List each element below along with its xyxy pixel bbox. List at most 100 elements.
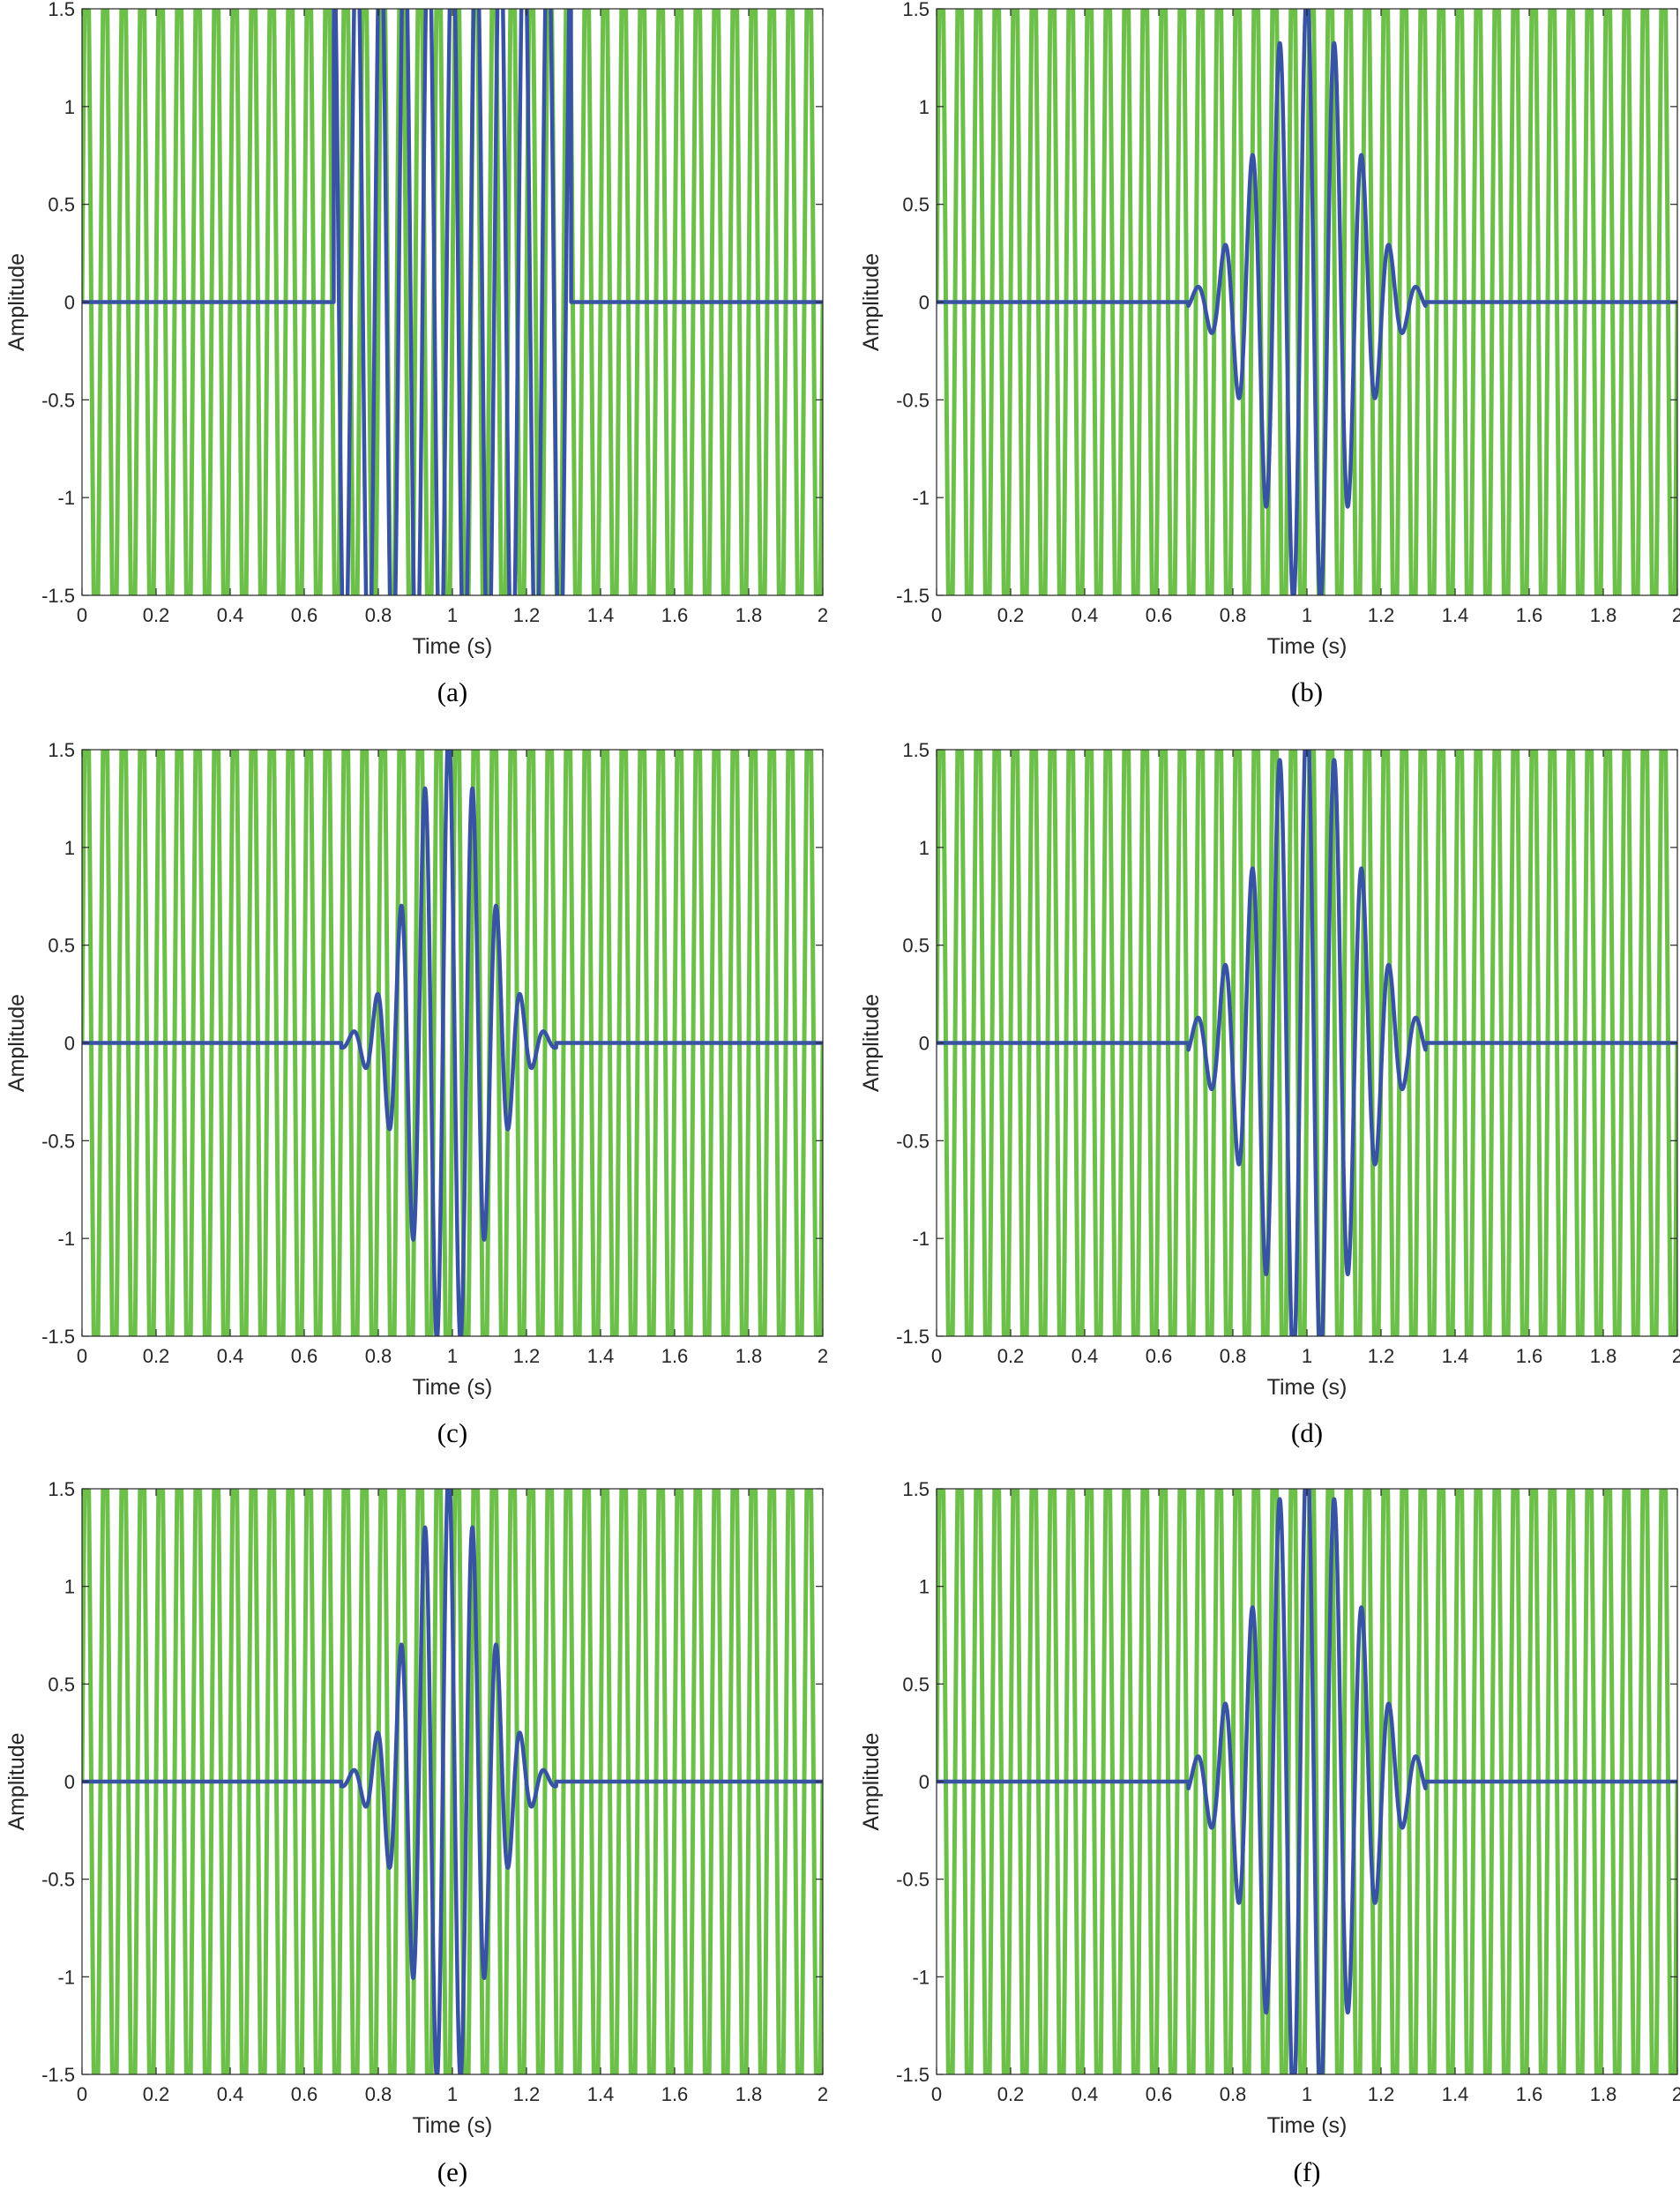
panel-a: 0 0.2 0.4 0.6 0.8 1 1.2 1.4 1.6 1.8 2 -1.5 -1 -0.5 0 0.… bbox=[4, 0, 828, 707]
x-tick-label: 1.4 bbox=[587, 604, 615, 626]
signal-line-c bbox=[82, 750, 823, 1336]
y-tick-label: 1.5 bbox=[48, 1478, 75, 1500]
x-tick-label: 0.2 bbox=[143, 604, 170, 626]
panel-c: 0 0.2 0.4 0.6 0.8 1 1.2 1.4 1.6 1.8 2 -1.5 -1 -0.5 0 0.… bbox=[4, 739, 828, 1448]
carrier-line-a bbox=[82, 9, 823, 595]
plot-area-b bbox=[937, 9, 1677, 595]
x-tick-label: 0.6 bbox=[291, 604, 318, 626]
y-axis-label: Amplitude bbox=[4, 1732, 29, 1830]
y-tick-label: -0.5 bbox=[41, 1869, 75, 1891]
x-tick-label: 0.8 bbox=[1220, 1345, 1247, 1367]
y-tick-label: -1.5 bbox=[41, 585, 75, 607]
x-tick-label: 1.8 bbox=[1590, 604, 1617, 626]
plot-area-f bbox=[937, 1489, 1677, 2074]
x-axis-label: Time (s) bbox=[1267, 1375, 1348, 1400]
panel-caption: (d) bbox=[1291, 1417, 1323, 1448]
y-tick-label: -0.5 bbox=[896, 1869, 930, 1891]
y-tick-label: 0.5 bbox=[48, 194, 75, 216]
y-tick-label: 1.5 bbox=[48, 0, 75, 20]
x-tick-label: 1.6 bbox=[1516, 604, 1543, 626]
x-tick-label: 0.4 bbox=[217, 2083, 244, 2105]
panel-e: 0 0.2 0.4 0.6 0.8 1 1.2 1.4 1.6 1.8 2 -1.5 -1 -0.5 0 0.… bbox=[4, 1478, 828, 2187]
x-tick-label: 2 bbox=[1672, 2083, 1680, 2105]
x-tick-label: 0 bbox=[931, 604, 942, 626]
x-tick-label: 1.4 bbox=[587, 1345, 615, 1367]
y-tick-label: 1 bbox=[64, 1576, 75, 1598]
x-tick-label: 1.8 bbox=[1590, 1345, 1617, 1367]
y-tick-label: 1 bbox=[919, 96, 930, 118]
y-tick-label: -0.5 bbox=[896, 389, 930, 411]
x-tick-label: 0.4 bbox=[217, 604, 244, 626]
y-tick-label: -0.5 bbox=[896, 1130, 930, 1152]
x-tick-label: 0.2 bbox=[997, 2083, 1025, 2105]
x-tick-label: 0.8 bbox=[365, 2083, 392, 2105]
x-tick-label: 0 bbox=[77, 604, 87, 626]
carrier-line-d bbox=[937, 750, 1677, 1336]
x-tick-label: 0.2 bbox=[143, 2083, 170, 2105]
x-tick-label: 1.2 bbox=[1368, 2083, 1395, 2105]
x-tick-label: 0.8 bbox=[365, 1345, 392, 1367]
y-axis-label: Amplitude bbox=[4, 253, 29, 351]
x-tick-label: 1 bbox=[447, 604, 458, 626]
carrier-line-c bbox=[82, 750, 823, 1336]
x-tick-label: 2 bbox=[1672, 1345, 1680, 1367]
x-tick-label: 0.2 bbox=[997, 1345, 1025, 1367]
x-tick-label: 1 bbox=[1302, 2083, 1312, 2105]
x-tick-label: 1.4 bbox=[1442, 1345, 1469, 1367]
plot-area-a bbox=[82, 9, 823, 595]
y-tick-label: 0 bbox=[64, 292, 75, 314]
plot-area-d bbox=[937, 750, 1677, 1336]
x-tick-label: 1.4 bbox=[587, 2083, 615, 2105]
plot-area-c bbox=[82, 750, 823, 1336]
x-tick-label: 1.2 bbox=[1368, 1345, 1395, 1367]
x-tick-label: 1 bbox=[1302, 604, 1312, 626]
y-tick-label: -1.5 bbox=[41, 1326, 75, 1348]
y-tick-label: -1 bbox=[57, 487, 75, 509]
x-tick-label: 0 bbox=[931, 2083, 942, 2105]
y-axis-label: Amplitude bbox=[859, 253, 884, 351]
y-tick-label: -1 bbox=[912, 1966, 930, 1988]
x-tick-label: 1.8 bbox=[735, 1345, 763, 1367]
x-tick-label: 0.6 bbox=[291, 1345, 318, 1367]
x-tick-label: 0.8 bbox=[1220, 2083, 1247, 2105]
x-tick-label: 0.6 bbox=[291, 2083, 318, 2105]
x-tick-label: 1.2 bbox=[513, 1345, 541, 1367]
plot-area-e bbox=[82, 1489, 823, 2074]
x-tick-label: 0.6 bbox=[1146, 604, 1173, 626]
signal-line-a bbox=[82, 9, 823, 595]
x-axis-label: Time (s) bbox=[1267, 2113, 1348, 2138]
x-axis-label: Time (s) bbox=[413, 1375, 493, 1400]
y-tick-label: -0.5 bbox=[41, 1130, 75, 1152]
y-tick-label: 1 bbox=[64, 96, 75, 118]
x-tick-label: 2 bbox=[818, 1345, 828, 1367]
panel-b: 0 0.2 0.4 0.6 0.8 1 1.2 1.4 1.6 1.8 2 -1.5 -1 -0.5 0 0.… bbox=[859, 0, 1680, 707]
x-tick-label: 2 bbox=[1672, 604, 1680, 626]
x-tick-label: 0.4 bbox=[1071, 604, 1099, 626]
y-tick-label: -1 bbox=[912, 487, 930, 509]
panel-caption: (b) bbox=[1291, 676, 1323, 707]
x-tick-label: 1.6 bbox=[1516, 1345, 1543, 1367]
x-tick-label: 1.2 bbox=[513, 2083, 541, 2105]
x-tick-label: 1.8 bbox=[735, 604, 763, 626]
panel-caption: (a) bbox=[437, 676, 467, 707]
x-tick-label: 0.4 bbox=[217, 1345, 244, 1367]
panel-caption: (e) bbox=[437, 2156, 467, 2187]
y-tick-label: 1.5 bbox=[902, 0, 930, 20]
x-axis-label: Time (s) bbox=[1267, 634, 1348, 659]
y-tick-label: 1 bbox=[919, 837, 930, 859]
x-tick-label: 1.2 bbox=[513, 604, 541, 626]
x-tick-label: 1.8 bbox=[735, 2083, 763, 2105]
y-tick-label: 0 bbox=[919, 1771, 930, 1793]
y-tick-label: 0 bbox=[919, 1033, 930, 1055]
x-tick-label: 0 bbox=[77, 2083, 87, 2105]
y-tick-label: -1 bbox=[57, 1228, 75, 1250]
x-tick-label: 0.6 bbox=[1146, 1345, 1173, 1367]
x-tick-label: 1.6 bbox=[1516, 2083, 1543, 2105]
x-axis-label: Time (s) bbox=[413, 634, 493, 659]
x-tick-label: 1.6 bbox=[661, 2083, 689, 2105]
panel-caption: (c) bbox=[437, 1417, 467, 1448]
y-tick-label: 1 bbox=[64, 837, 75, 859]
y-tick-label: 0 bbox=[64, 1033, 75, 1055]
